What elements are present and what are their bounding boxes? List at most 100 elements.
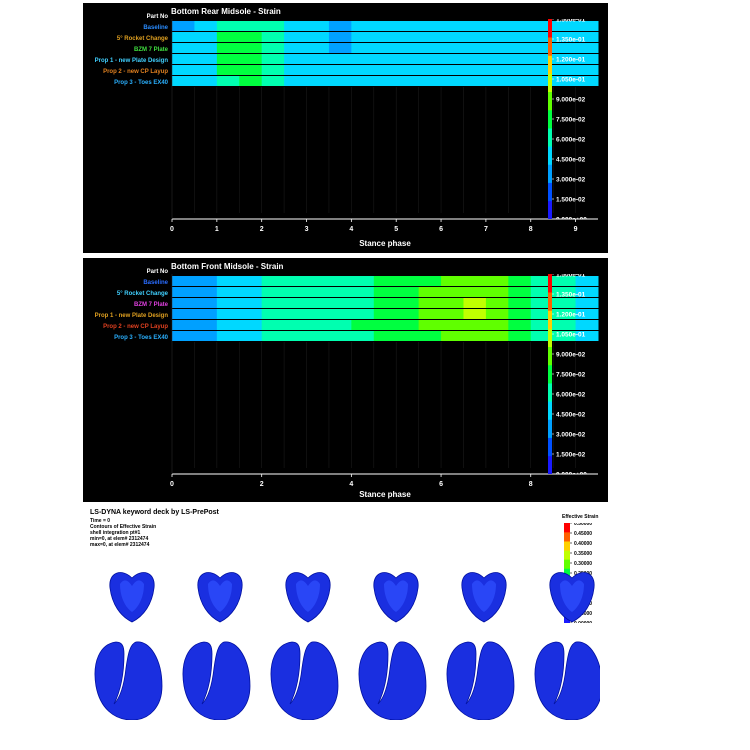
heatmap-cell — [508, 331, 532, 341]
heatmap-cell — [485, 331, 509, 341]
heatmap-cell — [261, 287, 285, 297]
heatmap-cell — [284, 21, 308, 31]
heatmap-cell — [373, 54, 397, 64]
row-label: BZM 7 Plate — [134, 302, 169, 308]
x-tick-label: 1 — [215, 226, 219, 233]
heatmap-cell — [284, 43, 308, 53]
heatmap-cell — [261, 331, 285, 341]
colorbar-segment — [548, 383, 552, 402]
x-tick-label: 5 — [394, 226, 398, 233]
colorbar-tick-label: 1.500e-01 — [556, 274, 586, 278]
heatmap-cell — [373, 331, 397, 341]
colorbar-segment — [548, 274, 552, 293]
heatmap-cell — [441, 276, 464, 286]
heatmap-cell — [418, 320, 442, 330]
heatmap-cell — [418, 43, 442, 53]
heatmap-cell — [485, 54, 509, 64]
heatmap-cell — [373, 309, 397, 319]
heatmap-cell — [441, 320, 464, 330]
heatmap-cell — [351, 331, 375, 341]
heatmap-cell — [575, 54, 599, 64]
heatmap-cell — [306, 320, 330, 330]
heatmap-cell — [598, 298, 599, 308]
row-label: Baseline — [143, 280, 168, 286]
heatmap-cell — [306, 287, 330, 297]
heatmap-cell — [239, 76, 263, 86]
heatmap-cell — [418, 65, 442, 75]
heatmap-cell — [485, 32, 509, 42]
chart-title: Bottom Rear Midsole - Strain — [171, 7, 281, 16]
fea-legend-title: Effective Strain — [562, 514, 599, 520]
x-tick-label: 2 — [260, 226, 264, 233]
heatmap-cell — [418, 32, 442, 42]
heatmap-cell — [463, 21, 487, 31]
heatmap-cell — [553, 276, 577, 286]
colorbar-segment — [548, 164, 552, 183]
heatmap-cell — [553, 21, 577, 31]
heatmap-cell — [306, 43, 330, 53]
heatmap-cell — [172, 309, 195, 319]
heatmap-cell — [485, 287, 509, 297]
heatmap-cell — [328, 43, 352, 53]
fea-info-line: shell integration pt#1 — [90, 530, 141, 536]
heatmap-cell — [284, 287, 308, 297]
colorbar-segment — [548, 455, 552, 474]
heatmap-cell — [216, 65, 240, 75]
heatmap-cell — [530, 320, 554, 330]
heatmap-cell — [530, 276, 554, 286]
heatmap-cell — [306, 309, 330, 319]
heatmap-cell — [239, 276, 263, 286]
heatmap-cell — [351, 43, 375, 53]
heatmap-cell — [441, 287, 464, 297]
heatmap-cell — [441, 331, 464, 341]
colorbar-tick-label: 1.350e-01 — [556, 291, 586, 298]
colorbar-segment — [548, 109, 552, 129]
heatmap-cell — [306, 65, 330, 75]
heatmap-cell — [598, 287, 599, 297]
heatmap-cell — [284, 65, 308, 75]
sole-shell — [94, 641, 163, 720]
heatmap-cell — [553, 32, 577, 42]
heatmap-cell — [598, 43, 599, 53]
heatmap-cell — [239, 287, 263, 297]
heatmap-cell — [328, 76, 352, 86]
fea-title: LS-DYNA keyword deck by LS-PrePost — [90, 509, 219, 516]
heatmap-cell — [216, 309, 240, 319]
heatmap-cell — [216, 54, 240, 64]
colorbar-tick-label: 1.350e-01 — [556, 36, 586, 43]
heatmap-cell — [463, 65, 487, 75]
heatmap-cell — [530, 331, 554, 341]
heatmap-cell — [172, 287, 195, 297]
heatmap-cell — [239, 32, 263, 42]
heel-cup-model — [285, 572, 331, 623]
rear-midsole-strain-chart: Bottom Rear Midsole - Strain Part No Base… — [83, 3, 608, 253]
chart-title: Bottom Front Midsole - Strain — [171, 262, 284, 271]
heatmap-cell — [575, 309, 599, 319]
fea-info-line: max=0, at elem# 2312474 — [90, 542, 150, 548]
heatmap-cell — [396, 309, 420, 319]
colorbar: 1.500e-01 1.350e-01 1.200e-01 1.050e-01 9.00… — [548, 19, 587, 219]
colorbar-tick-label: 7.500e-02 — [556, 116, 586, 123]
heatmap-cell — [239, 331, 263, 341]
colorbar-segment — [548, 73, 552, 93]
sole-outline-model — [534, 641, 600, 720]
heatmap-cell — [530, 287, 554, 297]
row-label: Prop 2 - new CP Layup — [103, 324, 168, 330]
heatmap-cell — [575, 331, 599, 341]
row-label: Prop 1 - new Plate Design — [95, 313, 169, 319]
heel-cup-inner — [384, 580, 408, 612]
heatmap-cell — [194, 309, 218, 319]
fea-info-line: Time = 0 — [90, 518, 111, 524]
x-tick-label: 4 — [349, 481, 353, 488]
colorbar-tick-label: 3.000e-02 — [556, 176, 586, 183]
heatmap-cell — [598, 32, 599, 42]
heatmap-cell — [575, 287, 599, 297]
colorbar-segment — [548, 19, 552, 38]
heatmap-cell — [530, 298, 554, 308]
colorbar-segment — [548, 146, 552, 165]
heatmap-cell — [306, 32, 330, 42]
heatmap-cell — [508, 43, 532, 53]
heatmap-cell — [598, 54, 599, 64]
colorbar-tick-label: 1.500e-01 — [556, 19, 586, 23]
heatmap-cell — [530, 54, 554, 64]
